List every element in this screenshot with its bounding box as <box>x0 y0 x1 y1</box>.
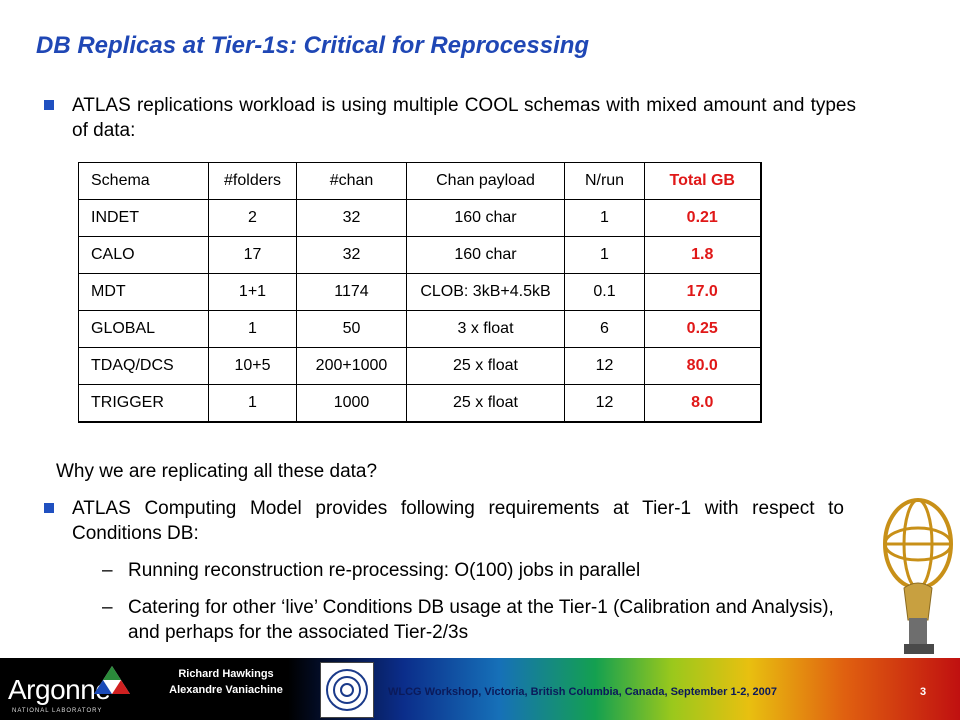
sub-bullet-catering: – Catering for other ‘live’ Conditions D… <box>102 595 862 645</box>
cell-schema: TRIGGER <box>78 384 209 423</box>
cell-total-gb: 1.8 <box>644 236 762 274</box>
cell-total-gb: 0.25 <box>644 310 762 348</box>
cell-payload: 3 x float <box>406 310 565 348</box>
header-total-gb: Total GB <box>644 162 762 200</box>
schema-table: Schema #folders #chan Chan payload N/run… <box>78 162 762 423</box>
header-chan-payload: Chan payload <box>406 162 565 200</box>
argonne-logo-text: Argonne <box>8 674 111 705</box>
table-header-row: Schema #folders #chan Chan payload N/run… <box>78 162 762 200</box>
cern-logo-icon <box>320 662 374 718</box>
cell-schema: MDT <box>78 273 209 311</box>
page-number: 3 <box>920 686 927 698</box>
cell-total-gb: 8.0 <box>644 384 762 423</box>
argonne-triangle-logo-icon <box>94 666 130 694</box>
cell-schema: INDET <box>78 199 209 237</box>
cell-payload: 25 x float <box>406 384 565 423</box>
table-row: TDAQ/DCS 10+5 200+1000 25 x float 12 80.… <box>78 347 762 385</box>
slide-title: DB Replicas at Tier-1s: Critical for Rep… <box>36 32 590 59</box>
sub-bullet-reconstruction: – Running reconstruction re-processing: … <box>102 558 862 583</box>
cell-folders: 1 <box>208 384 297 423</box>
cell-nrun: 6 <box>564 310 645 348</box>
author-name: Alexandre Vaniachine <box>169 684 283 696</box>
cell-payload: 160 char <box>406 199 565 237</box>
table-row: MDT 1+1 1174 CLOB: 3kB+4.5kB 0.1 17.0 <box>78 273 762 311</box>
footer-authors: Richard Hawkings Alexandre Vaniachine <box>165 666 287 698</box>
sub-bullet-text: Running reconstruction re-processing: O(… <box>128 560 641 581</box>
cell-chan: 32 <box>296 236 407 274</box>
cell-payload: CLOB: 3kB+4.5kB <box>406 273 565 311</box>
cell-total-gb: 0.21 <box>644 199 762 237</box>
cell-folders: 2 <box>208 199 297 237</box>
cell-payload: 25 x float <box>406 347 565 385</box>
atlas-figure-icon <box>883 498 953 654</box>
cell-chan: 32 <box>296 199 407 237</box>
bullet-square-icon <box>44 100 54 110</box>
header-chan: #chan <box>296 162 407 200</box>
table-row: CALO 17 32 160 char 1 1.8 <box>78 236 762 274</box>
header-folders: #folders <box>208 162 297 200</box>
dash-icon: – <box>102 560 113 581</box>
cell-folders: 17 <box>208 236 297 274</box>
bullet-computing-model: ATLAS Computing Model provides following… <box>44 496 844 546</box>
bullet-text: ATLAS replications workload is using mul… <box>72 95 856 141</box>
bullet-workload: ATLAS replications workload is using mul… <box>44 93 856 143</box>
cell-total-gb: 17.0 <box>644 273 762 311</box>
cell-total-gb: 80.0 <box>644 347 762 385</box>
cell-chan: 1174 <box>296 273 407 311</box>
cell-payload: 160 char <box>406 236 565 274</box>
footer-bar: Argonne NATIONAL LABORATORY Richard Hawk… <box>0 658 960 720</box>
footer-event: WLCG Workshop, Victoria, British Columbi… <box>388 686 777 698</box>
table-row: TRIGGER 1 1000 25 x float 12 8.0 <box>78 384 762 423</box>
cell-nrun: 1 <box>564 199 645 237</box>
argonne-logo-subtext: NATIONAL LABORATORY <box>12 708 103 714</box>
cell-nrun: 12 <box>564 384 645 423</box>
header-nrun: N/run <box>564 162 645 200</box>
sub-bullet-text: Catering for other ‘live’ Conditions DB … <box>128 597 834 643</box>
author-name: Richard Hawkings <box>178 668 274 680</box>
table-row: INDET 2 32 160 char 1 0.21 <box>78 199 762 237</box>
cell-schema: CALO <box>78 236 209 274</box>
header-schema: Schema <box>78 162 209 200</box>
cell-nrun: 12 <box>564 347 645 385</box>
table-row: GLOBAL 1 50 3 x float 6 0.25 <box>78 310 762 348</box>
cell-folders: 10+5 <box>208 347 297 385</box>
bullet-text: ATLAS Computing Model provides following… <box>72 498 844 544</box>
cell-schema: TDAQ/DCS <box>78 347 209 385</box>
cell-chan: 50 <box>296 310 407 348</box>
cell-folders: 1+1 <box>208 273 297 311</box>
bullet-square-icon <box>44 503 54 513</box>
question-text: Why we are replicating all these data? <box>56 461 378 482</box>
cell-nrun: 0.1 <box>564 273 645 311</box>
cell-nrun: 1 <box>564 236 645 274</box>
cell-folders: 1 <box>208 310 297 348</box>
cell-chan: 200+1000 <box>296 347 407 385</box>
cell-schema: GLOBAL <box>78 310 209 348</box>
cell-chan: 1000 <box>296 384 407 423</box>
dash-icon: – <box>102 597 113 618</box>
